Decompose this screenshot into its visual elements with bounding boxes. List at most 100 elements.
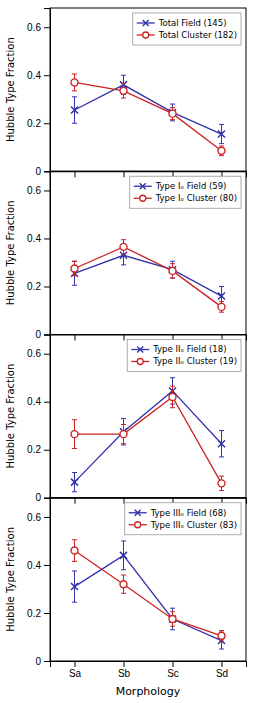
error-bar <box>170 264 175 278</box>
y-tick-mark <box>44 286 50 287</box>
point <box>120 581 127 588</box>
panel: 00.20.40.6SaSbScSdHubble Type FractionMo… <box>5 498 247 698</box>
error-bar <box>170 104 175 121</box>
error-bar <box>170 386 175 408</box>
point <box>71 265 78 272</box>
plot-frame <box>50 171 246 334</box>
y-axis-line <box>44 498 51 661</box>
y-tick: 0.2 <box>27 118 50 129</box>
error-bar <box>121 541 126 570</box>
x-tick <box>124 335 125 341</box>
error-bar <box>219 124 224 143</box>
panel: 00.20.40.6Hubble Type FractionTotal Fiel… <box>5 8 247 177</box>
panel: 00.20.40.6Hubble Type FractionType IIₒ F… <box>5 335 247 504</box>
point <box>120 552 127 559</box>
series <box>71 386 225 490</box>
error-bar <box>170 261 175 278</box>
error-bar <box>72 74 77 91</box>
y-axis: 00.20.40.6 <box>27 498 50 666</box>
series <box>71 74 225 156</box>
point <box>120 87 127 94</box>
x-tick-mark <box>124 661 125 667</box>
x-tick-mark <box>124 171 125 177</box>
y-tick-label: 0.2 <box>27 118 41 129</box>
point <box>218 632 225 639</box>
y-tick-label: 0.2 <box>27 608 41 619</box>
legend-swatch-marker <box>143 20 149 26</box>
legend-swatch-marker <box>143 32 149 38</box>
y-tick-label: 0.2 <box>27 281 41 292</box>
x-tick-mark <box>75 335 76 341</box>
error-bar <box>219 631 224 642</box>
y-tick: 0.6 <box>27 185 50 196</box>
y-tick-mark <box>44 565 50 566</box>
x-tick <box>75 498 76 504</box>
plot-area <box>71 240 225 313</box>
point <box>169 393 176 400</box>
legend-swatch-marker <box>137 347 143 353</box>
point <box>120 431 127 438</box>
x-tick <box>75 171 76 177</box>
series-line <box>75 397 222 483</box>
y-tick: 0.6 <box>27 512 50 523</box>
y-tick-mark <box>44 402 50 403</box>
plot-frame <box>50 498 246 661</box>
x-tick <box>124 171 125 177</box>
series <box>71 540 225 641</box>
error-bar <box>72 261 77 275</box>
y-tick-label: 0.6 <box>27 22 41 33</box>
legend-item: Type Iₒ Cluster (80) <box>134 193 237 203</box>
y-tick-label: 0.4 <box>27 560 41 571</box>
legend-swatch-marker <box>140 183 146 189</box>
series-line <box>75 551 222 636</box>
error-bar <box>72 571 77 602</box>
y-tick-label: 0.6 <box>27 348 41 359</box>
point <box>218 480 225 487</box>
x-tick-mark <box>124 335 125 341</box>
error-bar <box>72 97 77 123</box>
legend-swatch-marker <box>135 510 141 516</box>
error-bar <box>72 261 77 285</box>
y-tick: 0.6 <box>27 22 50 33</box>
y-axis: 0 0.2 0.4 0.6 <box>27 9 50 177</box>
legend: Type IIₒ Field (18)Type IIₒ Cluster (19) <box>127 340 241 372</box>
error-bar <box>72 473 77 492</box>
x-tick-label: Sd <box>216 668 228 679</box>
y-tick: 0.2 <box>27 608 50 619</box>
y-axis: 00.20.40.6 <box>27 335 50 503</box>
legend-label: Total Field (145) <box>158 18 227 28</box>
error-bar <box>219 302 224 313</box>
error-bar <box>219 146 224 156</box>
error-bar <box>72 540 77 562</box>
error-bar <box>121 575 126 593</box>
series-line <box>75 82 222 150</box>
error-bar <box>121 419 126 445</box>
point <box>169 110 176 117</box>
plot-area <box>71 74 225 156</box>
error-bar <box>121 84 126 98</box>
y-tick-label: 0.6 <box>27 185 41 196</box>
x-tick-mark <box>75 498 76 504</box>
error-bar <box>219 431 224 457</box>
y-axis-line <box>44 9 51 172</box>
series-line <box>75 85 222 134</box>
y-axis: 00.20.40.6 <box>27 172 50 340</box>
y-axis-title: Hubble Type Fraction <box>5 364 16 469</box>
x-axis-line <box>51 662 247 668</box>
y-tick: 0.6 <box>27 348 50 359</box>
legend-label: Type IIₒ Cluster (19) <box>152 356 237 366</box>
legend-label: Type IIIₒ Field (68) <box>150 508 227 518</box>
y-axis-title: Hubble Type Fraction <box>5 527 16 632</box>
point <box>71 431 78 438</box>
y-tick: 0.4 <box>27 70 50 81</box>
legend: Total Field (145)Total Cluster (182) <box>133 13 241 45</box>
y-tick-label: 0.4 <box>27 396 41 407</box>
error-bar <box>170 608 175 630</box>
plot-frame <box>50 335 246 498</box>
y-tick-mark <box>44 354 50 355</box>
y-tick: 0.4 <box>27 396 50 407</box>
plot-area <box>71 378 225 492</box>
y-tick-label: 0 <box>35 166 41 177</box>
error-bar <box>170 108 175 120</box>
series-line <box>75 247 222 307</box>
